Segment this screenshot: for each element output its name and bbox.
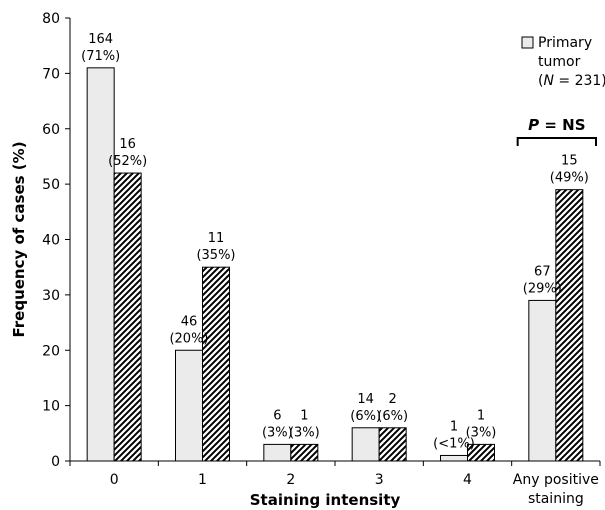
legend-swatch-primary [521,36,534,49]
bar-primary-tumor [86,67,115,462]
data-label-count: 1 [450,419,458,434]
data-label-percent: (29%) [523,281,562,296]
y-tick-label: 20 [42,343,60,359]
bar-primary-tumor [440,454,468,462]
x-tick-label: Any positive [513,472,599,488]
bar-primary-tumor [528,299,557,462]
y-tick-label: 30 [42,288,60,304]
data-label-percent: (52%) [108,154,147,169]
bar-series-2 [113,172,142,462]
data-label-count: 164 [88,32,113,47]
x-axis-title: Staining intensity [250,491,401,509]
data-label-percent: (35%) [196,248,235,263]
data-label-count: 1 [300,408,308,423]
x-tick-label: 2 [286,472,295,488]
significance-bracket [516,137,597,146]
bar-primary-tumor [263,443,292,462]
data-label-percent: (20%) [169,331,208,346]
data-label-count: 11 [208,231,225,246]
data-label-percent: (6%) [350,409,381,424]
data-label-percent: (71%) [81,49,120,64]
data-label-count: 16 [119,137,136,152]
y-tick-label: 60 [42,122,60,138]
bar-series-2 [290,443,319,462]
bar-series-2 [467,443,495,462]
data-label-count: 6 [273,408,281,423]
data-label-count: 15 [561,154,578,169]
y-tick-label: 70 [42,66,60,82]
y-tick-label: 0 [51,454,60,470]
y-tick-label: 10 [42,399,60,415]
legend-label-line2: tumor [538,54,581,70]
data-label-count: 67 [534,264,551,279]
data-label-count: 46 [181,314,198,329]
y-tick-label: 50 [42,177,60,193]
bar-primary-tumor [175,349,203,462]
x-tick-label: 4 [463,472,472,488]
data-label-percent: (3%) [466,425,497,440]
bar-series-2 [555,189,584,462]
y-tick-label: 80 [42,11,60,27]
data-label-percent: (3%) [289,425,320,440]
x-tick-label: 0 [110,472,119,488]
legend-label-line1: Primary [538,35,592,51]
data-label-percent: (49%) [550,171,589,186]
bar-series-2 [378,427,407,462]
significance-label: P = NS [528,116,585,134]
x-tick-label: 1 [198,472,207,488]
legend-label-line3: (N = 231) [538,73,605,89]
data-label-count: 14 [357,392,374,407]
bar-primary-tumor [351,427,380,462]
data-label-count: 1 [477,408,485,423]
x-tick-label: staining [528,491,584,507]
data-label-percent: (<1%) [433,436,475,451]
data-label-percent: (3%) [262,425,293,440]
y-axis-title: Frequency of cases (%) [10,141,28,337]
data-label-count: 2 [389,392,397,407]
data-label-percent: (6%) [377,409,408,424]
bar-series-2 [202,266,230,462]
y-tick-label: 40 [42,233,60,249]
x-tick-label: 3 [375,472,384,488]
